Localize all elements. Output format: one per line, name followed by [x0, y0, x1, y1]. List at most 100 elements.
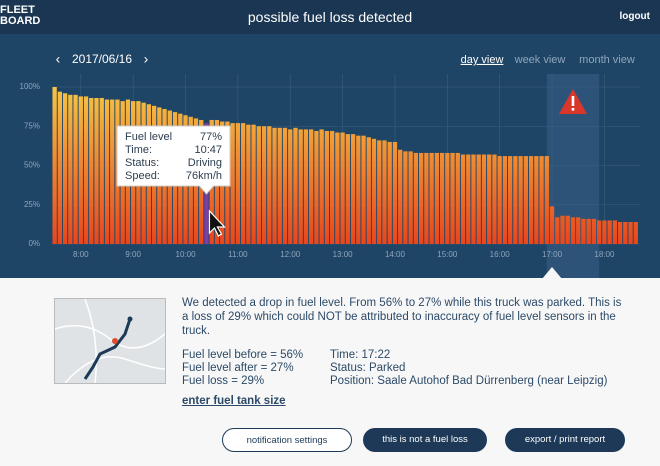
button[interactable]: notification settings	[222, 428, 352, 452]
bar	[68, 94, 73, 244]
bar	[445, 152, 450, 244]
view-tab[interactable]: month view	[579, 54, 635, 66]
tooltip-label: Time:	[125, 144, 152, 156]
stat: Fuel level before = 56%	[182, 349, 304, 361]
x-tick-label: 10:00	[176, 250, 197, 259]
bar	[508, 156, 513, 244]
bar	[434, 152, 439, 244]
tooltip: Fuel level 77% Time: 10:47 Status: Driving Spe…	[116, 125, 231, 195]
bar	[523, 156, 529, 244]
bar	[534, 156, 539, 244]
cursor	[208, 209, 226, 237]
tooltip-label: Speed:	[125, 170, 160, 182]
bar	[450, 152, 455, 244]
bar	[460, 154, 466, 244]
bar	[309, 129, 314, 244]
bar	[617, 222, 623, 244]
bar	[99, 97, 104, 245]
bar	[314, 130, 319, 244]
y-tick-label: 50%	[24, 161, 40, 170]
stat: Position: Saale Autohof Bad Dürrenberg (…	[330, 375, 608, 387]
bar	[418, 152, 424, 244]
bar	[104, 99, 110, 244]
header: FLEET BOARD possible fuel loss detected l…	[0, 0, 660, 34]
x-tick-label: 16:00	[490, 250, 511, 259]
logo-line: BOARD	[0, 15, 41, 27]
logo-line: FLEET	[0, 4, 35, 16]
tank-size-link[interactable]: enter fuel tank size	[182, 395, 286, 407]
bar	[329, 130, 335, 244]
detail-panel: We detected a drop in fuel level. From 5…	[0, 267, 660, 466]
bar	[246, 124, 251, 244]
view-tab[interactable]: week view	[514, 54, 566, 66]
bar	[382, 140, 387, 244]
button[interactable]: this is not a fuel loss	[363, 428, 487, 452]
bar	[597, 220, 602, 244]
bar	[607, 220, 612, 244]
y-tick-label: 75%	[24, 121, 40, 130]
bar	[277, 127, 282, 244]
bar	[335, 132, 340, 244]
bar	[403, 151, 408, 244]
alert-icon-mark	[571, 96, 575, 106]
prev-arrow[interactable]: ‹	[56, 51, 61, 67]
bar	[89, 97, 94, 245]
bar	[62, 93, 68, 244]
bar	[282, 127, 288, 244]
tooltip-label: Fuel level	[125, 131, 172, 143]
bar	[497, 156, 502, 244]
bar	[350, 134, 356, 244]
y-tick-label: 100%	[20, 82, 40, 91]
stat: Fuel level after = 27%	[182, 362, 294, 374]
bar	[398, 149, 403, 244]
bar	[602, 220, 607, 244]
logout[interactable]: logout	[619, 11, 650, 22]
bar	[570, 217, 576, 244]
bar	[83, 96, 89, 244]
bar	[57, 91, 63, 245]
bar	[73, 94, 78, 244]
bar	[340, 132, 345, 244]
stats-right: Time: 17:22 Status: Parked Position: Saale…	[330, 349, 607, 388]
tooltip-value: 77%	[200, 131, 222, 143]
y-tick-label: 0%	[28, 239, 40, 248]
x-tick-label: 9:00	[125, 250, 141, 259]
x-tick-label: 13:00	[333, 250, 354, 259]
bar	[366, 137, 371, 244]
bar	[518, 156, 523, 244]
bar	[413, 152, 419, 244]
bar	[471, 154, 476, 244]
bar	[298, 129, 303, 244]
bar	[303, 129, 309, 244]
tooltip-box	[116, 125, 231, 195]
tooltip-value: 76km/h	[186, 170, 222, 182]
pointer	[542, 267, 562, 279]
next-arrow[interactable]: ›	[144, 51, 149, 67]
bar	[361, 135, 366, 244]
bar	[476, 154, 481, 244]
bar	[371, 138, 377, 244]
bar	[240, 123, 246, 244]
bar	[560, 215, 565, 244]
bar	[94, 97, 99, 245]
bar	[251, 124, 256, 244]
bar	[319, 129, 324, 244]
view-tab[interactable]: day view	[461, 54, 504, 66]
tooltip-value: Driving	[188, 157, 222, 169]
bar	[576, 217, 581, 244]
x-tick-label: 15:00	[437, 250, 458, 259]
bar	[544, 156, 549, 244]
bar	[261, 126, 267, 244]
tooltip-label: Status:	[125, 157, 159, 169]
bar	[267, 126, 272, 244]
bar	[356, 135, 361, 244]
bar	[324, 130, 330, 244]
bar	[256, 126, 261, 244]
button[interactable]: export / print report	[505, 428, 625, 452]
bar	[424, 152, 429, 244]
bar	[408, 151, 413, 244]
bar	[429, 152, 434, 244]
bar	[345, 134, 350, 244]
x-tick-label: 14:00	[385, 250, 406, 259]
tooltip-value: 10:47	[194, 144, 222, 156]
